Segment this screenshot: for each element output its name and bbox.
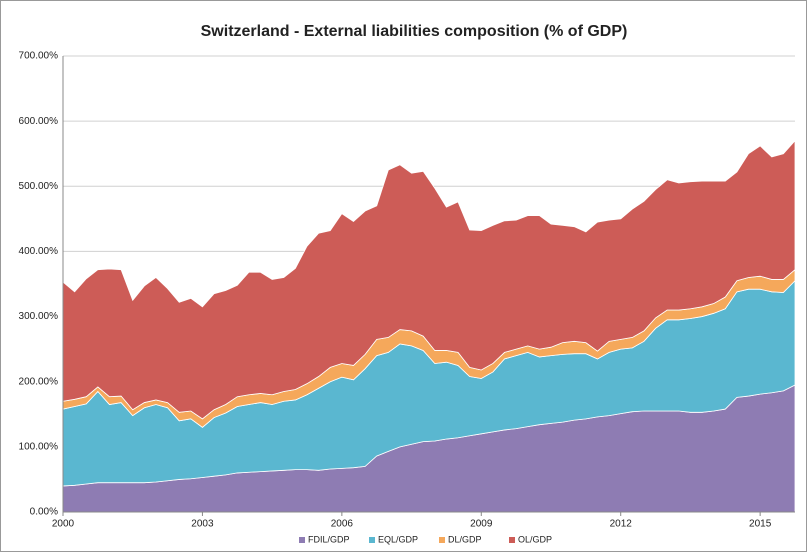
legend-swatch <box>439 537 445 543</box>
y-tick-label: 400.00% <box>19 246 59 257</box>
x-tick-label: 2012 <box>610 519 633 530</box>
legend-label: DL/GDP <box>448 534 482 544</box>
x-tick-label: 2006 <box>331 519 354 530</box>
y-tick-label: 600.00% <box>19 116 59 127</box>
x-tick-label: 2003 <box>191 519 214 530</box>
legend-swatch <box>299 537 305 543</box>
legend-swatch <box>509 537 515 543</box>
y-tick-label: 300.00% <box>19 311 59 322</box>
x-tick-label: 2000 <box>52 519 75 530</box>
y-tick-label: 700.00% <box>19 51 59 62</box>
x-tick-label: 2009 <box>470 519 493 530</box>
y-tick-label: 200.00% <box>19 376 59 387</box>
legend-label: EQL/GDP <box>378 534 418 544</box>
y-tick-label: 500.00% <box>19 181 59 192</box>
chart-title: Switzerland - External liabilities compo… <box>201 23 628 40</box>
y-tick-label: 0.00% <box>30 507 58 518</box>
area <box>62 139 796 420</box>
legend-swatch <box>369 537 375 543</box>
legend-label: FDIL/GDP <box>308 534 350 544</box>
x-tick-label: 2015 <box>749 519 772 530</box>
y-tick-label: 100.00% <box>19 441 59 452</box>
legend-label: OL/GDP <box>518 534 552 544</box>
